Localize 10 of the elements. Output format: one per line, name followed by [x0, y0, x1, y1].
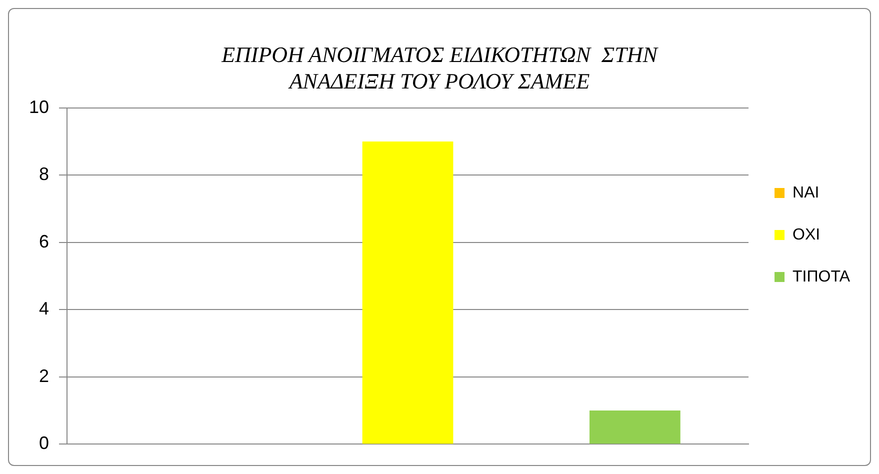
chart-title: ΕΠΙΡΟΗ ΑΝΟΙΓΜΑΤΟΣ ΕΙΔΙΚΟΤΗΤΩΝ ΣΤΗΝ ΑΝΑΔΕΙΞΗ ΤΟΥ ΡΟΛΟΥ ΣΑΜΕΕ	[220, 42, 659, 94]
legend-label: ΟΧΙ	[792, 226, 820, 244]
y-tick-label: 10	[28, 96, 50, 117]
legend-label: ΤΙΠΟΤΑ	[792, 268, 850, 286]
y-tick-label: 2	[39, 366, 50, 386]
y-tick-label: 4	[39, 298, 50, 319]
legend-label: ΝΑΙ	[792, 184, 820, 202]
y-tick-label: 0	[39, 433, 50, 454]
y-tick-label: 8	[39, 164, 50, 184]
y-tick-label: 6	[39, 231, 50, 252]
